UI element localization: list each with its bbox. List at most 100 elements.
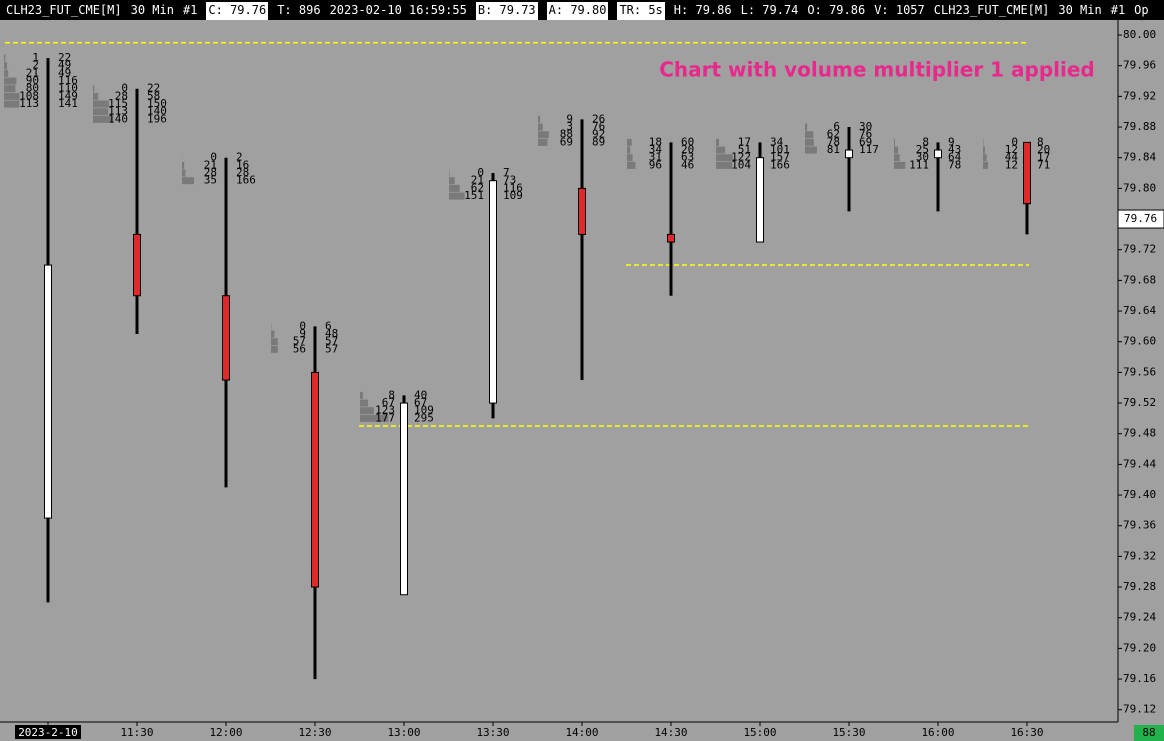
- bid-volume: 57: [293, 335, 306, 348]
- volume-profile: [805, 131, 814, 139]
- bid-volume: 177: [375, 411, 395, 424]
- x-tick-label: 13:00: [387, 726, 420, 739]
- candle-body: [1023, 141, 1031, 205]
- volume-profile: [538, 131, 549, 139]
- ask-volume: 140: [147, 105, 167, 118]
- y-tick-label: 79.60: [1123, 335, 1156, 348]
- header-item: CLH23_FUT_CME[M]: [6, 3, 122, 17]
- bid-volume: 108: [19, 89, 39, 102]
- candle-body: [400, 402, 408, 596]
- header-bar: CLH23_FUT_CME[M] 30 Min #1 C: 79.76 T: 896 20…: [0, 0, 1164, 20]
- ask-volume: 34: [770, 135, 784, 148]
- volume-profile: [4, 100, 20, 108]
- candle-body: [934, 149, 942, 159]
- bid-volume: 28: [204, 166, 217, 179]
- volume-profile: [627, 161, 636, 169]
- candle-body: [578, 187, 586, 235]
- volume-profile: [360, 414, 389, 422]
- date-box: [15, 725, 81, 739]
- bid-volume: 3: [566, 120, 573, 133]
- y-tick-label: 79.48: [1123, 427, 1156, 440]
- volume-profile: [716, 138, 720, 146]
- ask-volume: 57: [325, 342, 338, 355]
- ask-volume: 141: [58, 97, 78, 110]
- volume-profile: [627, 138, 632, 146]
- x-tick-label: 16:30: [1010, 726, 1043, 739]
- bid-volume: 115: [108, 97, 128, 110]
- y-tick-label: 79.64: [1123, 304, 1156, 317]
- volume-profile: [271, 345, 278, 353]
- volume-profile: [716, 161, 733, 169]
- header-item: 30 Min: [1058, 3, 1102, 17]
- ask-volume: 26: [592, 112, 605, 125]
- header-item: Op: [1134, 3, 1149, 17]
- header-item: B: 79.73: [475, 2, 538, 20]
- x-tick-label: 15:00: [743, 726, 776, 739]
- ask-volume: 46: [681, 158, 694, 171]
- bid-volume: 35: [204, 174, 217, 187]
- y-tick-label: 79.20: [1123, 641, 1156, 654]
- bid-volume: 69: [560, 135, 573, 148]
- y-tick-label: 79.40: [1123, 488, 1156, 501]
- ask-volume: 73: [503, 174, 516, 187]
- y-tick-label: 79.36: [1123, 519, 1156, 532]
- candle-body: [667, 233, 675, 243]
- ask-volume: 295: [414, 411, 434, 424]
- header-item: 30 Min: [130, 3, 174, 17]
- volume-profile: [93, 100, 109, 108]
- bid-volume: 151: [464, 189, 484, 202]
- bid-volume: 62: [471, 181, 484, 194]
- last-price-label: 79.76: [1124, 212, 1157, 225]
- ask-volume: 157: [770, 151, 790, 164]
- x-tick-label: 15:30: [832, 726, 865, 739]
- volume-profile: [360, 391, 363, 399]
- last-price-box: [1117, 209, 1164, 229]
- volume-profile: [182, 169, 186, 177]
- ask-volume: 22: [58, 51, 71, 64]
- y-tick-label: 79.32: [1123, 549, 1156, 562]
- bid-volume: 0: [121, 82, 128, 95]
- y-tick-label: 79.96: [1123, 59, 1156, 72]
- ask-volume: 78: [948, 158, 961, 171]
- volume-profile: [894, 161, 906, 169]
- ask-volume: 101: [770, 143, 790, 156]
- bid-volume: 12: [1005, 158, 1018, 171]
- candle-body: [311, 371, 319, 588]
- ask-volume: 57: [325, 335, 338, 348]
- volume-profile: [360, 399, 369, 407]
- bid-volume: 67: [382, 396, 395, 409]
- ask-volume: 9: [948, 135, 955, 148]
- bid-volume: 25: [916, 143, 929, 156]
- countdown-label: 88: [1142, 726, 1155, 739]
- y-tick-label: 79.16: [1123, 672, 1156, 685]
- volume-profile: [4, 54, 6, 62]
- volume-profile: [93, 85, 95, 93]
- volume-profile: [805, 123, 808, 131]
- volume-profile: [449, 177, 455, 185]
- header-item: V: 1057: [874, 3, 925, 17]
- y-tick-label: 79.12: [1123, 703, 1156, 716]
- volume-profile: [894, 154, 900, 162]
- candle-body: [222, 295, 230, 381]
- bid-volume: 30: [916, 151, 929, 164]
- header-item: O: 79.86: [807, 3, 866, 17]
- ask-volume: 16: [236, 158, 249, 171]
- bid-volume: 88: [560, 128, 573, 141]
- volume-profile: [93, 108, 109, 116]
- bid-volume: 113: [19, 97, 39, 110]
- ask-volume: 76: [592, 120, 605, 133]
- volume-profile: [4, 92, 20, 100]
- header-item: L: 79.74: [740, 3, 799, 17]
- x-tick-label: 11:30: [120, 726, 153, 739]
- candle-body: [845, 149, 853, 159]
- volume-profile: [538, 115, 541, 123]
- bid-volume: 111: [909, 158, 929, 171]
- bid-volume: 140: [108, 112, 128, 125]
- y-tick-label: 79.68: [1123, 273, 1156, 286]
- ask-volume: 109: [503, 189, 523, 202]
- volume-profile: [627, 146, 631, 154]
- header-item: H: 79.86: [673, 3, 732, 17]
- ask-volume: 92: [592, 128, 605, 141]
- header-item: #1: [182, 3, 198, 17]
